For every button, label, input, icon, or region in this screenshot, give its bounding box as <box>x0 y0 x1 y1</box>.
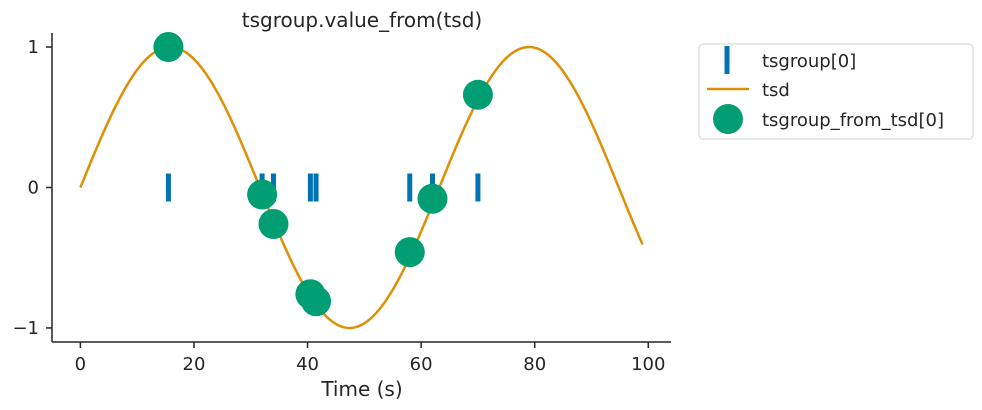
scatter-point <box>301 286 332 317</box>
legend-label-scatter: tsgroup_from_tsd[0] <box>762 110 944 131</box>
x-tick-label: 20 <box>183 354 206 375</box>
y-tick-label: 1 <box>28 37 39 58</box>
plot-area <box>79 32 644 330</box>
scatter-point <box>153 32 184 63</box>
scatter-point <box>258 209 289 240</box>
scatter-point <box>394 237 425 268</box>
legend-label-line: tsd <box>762 80 790 101</box>
x-tick-label: 60 <box>410 354 433 375</box>
x-tick-label: 0 <box>75 354 86 375</box>
y-tick-label: 0 <box>28 178 39 199</box>
legend: tsgroup[0] tsd tsgroup_from_tsd[0] <box>698 43 974 140</box>
scatter-point <box>417 183 448 214</box>
scatter-point <box>462 79 493 110</box>
series-line-tsd <box>79 45 644 330</box>
chart-title: tsgroup.value_from(tsd) <box>242 8 482 32</box>
x-axis-label: Time (s) <box>320 377 402 401</box>
legend-frame <box>698 43 974 140</box>
legend-swatch-scatter <box>713 104 743 134</box>
x-tick-label: 40 <box>296 354 319 375</box>
x-tick-label: 100 <box>631 354 665 375</box>
x-tick-label: 80 <box>523 354 546 375</box>
legend-label-events: tsgroup[0] <box>762 51 856 72</box>
scatter-point <box>247 179 278 210</box>
axes: 0 20 40 60 80 100 −1 0 1 <box>12 37 665 375</box>
y-tick-label: −1 <box>12 318 39 339</box>
